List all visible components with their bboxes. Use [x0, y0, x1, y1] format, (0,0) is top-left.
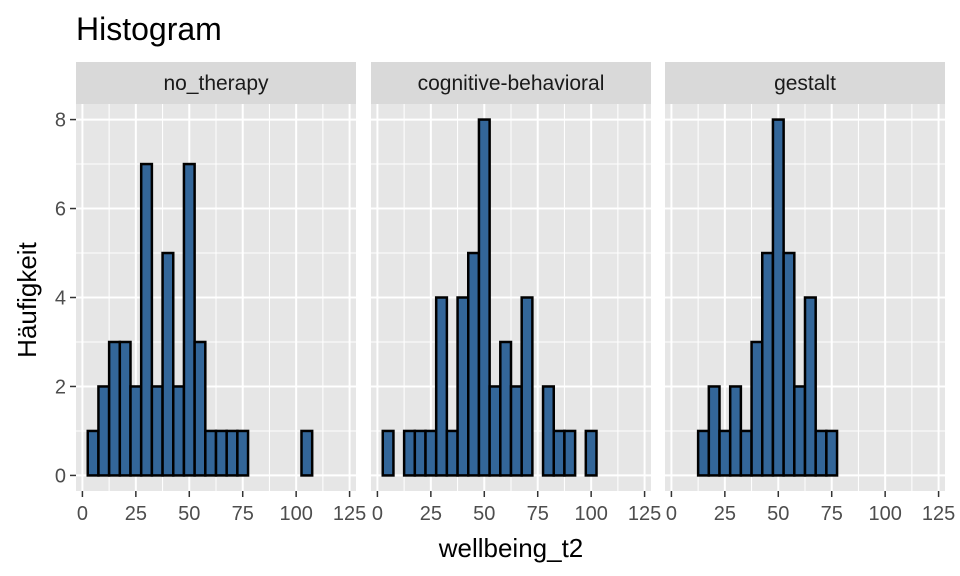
histogram-bar [434, 296, 449, 477]
facet-strip [371, 62, 651, 104]
histogram-bar [739, 429, 753, 477]
histogram-bar [150, 385, 164, 477]
histogram-bar [467, 251, 481, 477]
histogram-bar [488, 385, 502, 477]
histogram-bar [402, 429, 417, 477]
histogram-bar [750, 340, 764, 477]
facet-strip-label: no_therapy [163, 72, 269, 95]
x-tick-label: 25 [420, 503, 442, 525]
x-tick-label: 50 [178, 503, 200, 525]
x-axis-title: wellbeing_t2 [438, 533, 584, 563]
y-tick-label: 6 [55, 199, 66, 221]
histogram-bar [793, 385, 807, 477]
x-tick-label: 125 [333, 503, 366, 525]
histogram-bar [696, 429, 711, 477]
x-tick-label: 75 [821, 503, 843, 525]
y-tick-label: 2 [55, 376, 66, 398]
chart-title: Histogram [76, 11, 222, 47]
histogram-bar [107, 340, 122, 477]
histogram-bar [728, 385, 743, 477]
histogram-bar [118, 340, 132, 477]
y-tick-label: 8 [55, 110, 66, 132]
x-tick-label: 75 [527, 503, 549, 525]
histogram-bar [707, 385, 721, 477]
facet-strip-label: cognitive-behavioral [418, 72, 605, 95]
histogram-bar [214, 429, 228, 477]
histogram-bar [139, 162, 154, 477]
y-axis-title: Häufigkeit [12, 241, 42, 357]
histogram-bar [182, 162, 196, 477]
histogram-bar [445, 429, 459, 477]
histogram-bar [552, 429, 566, 477]
facet-strip [665, 62, 945, 104]
x-tick-label: 125 [628, 503, 661, 525]
histogram-bar [771, 118, 785, 477]
x-tick-label: 125 [922, 503, 955, 525]
facet-panel-3: gestalt 0 25 50 75 100 125 [665, 62, 955, 525]
histogram-bar [172, 385, 186, 477]
x-tick-label: 25 [714, 503, 736, 525]
histogram-bar [236, 429, 250, 477]
histogram-bar [509, 385, 523, 477]
y-tick-label: 4 [55, 288, 66, 310]
histogram-bar [825, 429, 839, 477]
histogram-bar [456, 296, 470, 477]
histogram-bar [477, 118, 491, 477]
x-tick-label: 0 [77, 503, 88, 525]
histogram-bar [541, 385, 555, 477]
histogram-bar [803, 296, 817, 477]
histogram-bar [718, 429, 732, 477]
x-tick-label: 0 [666, 503, 677, 525]
histogram-bar [381, 429, 395, 477]
facet-strip [76, 62, 356, 104]
histogram-bar [129, 385, 143, 477]
histogram-bar [413, 429, 427, 477]
facet-panel-1: no_therapy 0 25 50 75 100 125 [76, 62, 366, 525]
histogram-bar [563, 429, 577, 477]
histogram-bar [499, 340, 513, 477]
y-axis: 0 2 4 6 8 [55, 110, 76, 487]
x-tick-label: 100 [868, 503, 901, 525]
y-tick-label: 0 [55, 465, 66, 487]
histogram-bar [584, 429, 598, 477]
histogram-bar [193, 340, 207, 477]
facet-strip-label: gestalt [774, 72, 836, 95]
histogram-bar [761, 251, 775, 477]
histogram-bar [161, 251, 175, 477]
histogram-bar [782, 251, 796, 477]
x-tick-label: 75 [232, 503, 254, 525]
x-tick-label: 100 [574, 503, 607, 525]
x-tick-label: 50 [473, 503, 495, 525]
histogram-bar [225, 429, 239, 477]
histogram-bar [204, 429, 218, 477]
histogram-bar [86, 429, 100, 477]
histogram-bar [520, 296, 534, 477]
x-tick-label: 50 [767, 503, 789, 525]
histogram-bar [814, 429, 828, 477]
x-tick-label: 100 [279, 503, 312, 525]
x-tick-label: 0 [372, 503, 383, 525]
facet-panel-2: cognitive-behavioral 0 25 50 75 100 125 [371, 62, 661, 525]
x-tick-label: 25 [125, 503, 147, 525]
histogram-bar [97, 385, 111, 477]
histogram-bar [300, 429, 314, 477]
histogram-bar [424, 429, 438, 477]
